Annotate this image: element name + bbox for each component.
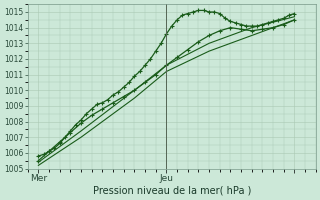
X-axis label: Pression niveau de la mer( hPa ): Pression niveau de la mer( hPa ) (92, 186, 251, 196)
